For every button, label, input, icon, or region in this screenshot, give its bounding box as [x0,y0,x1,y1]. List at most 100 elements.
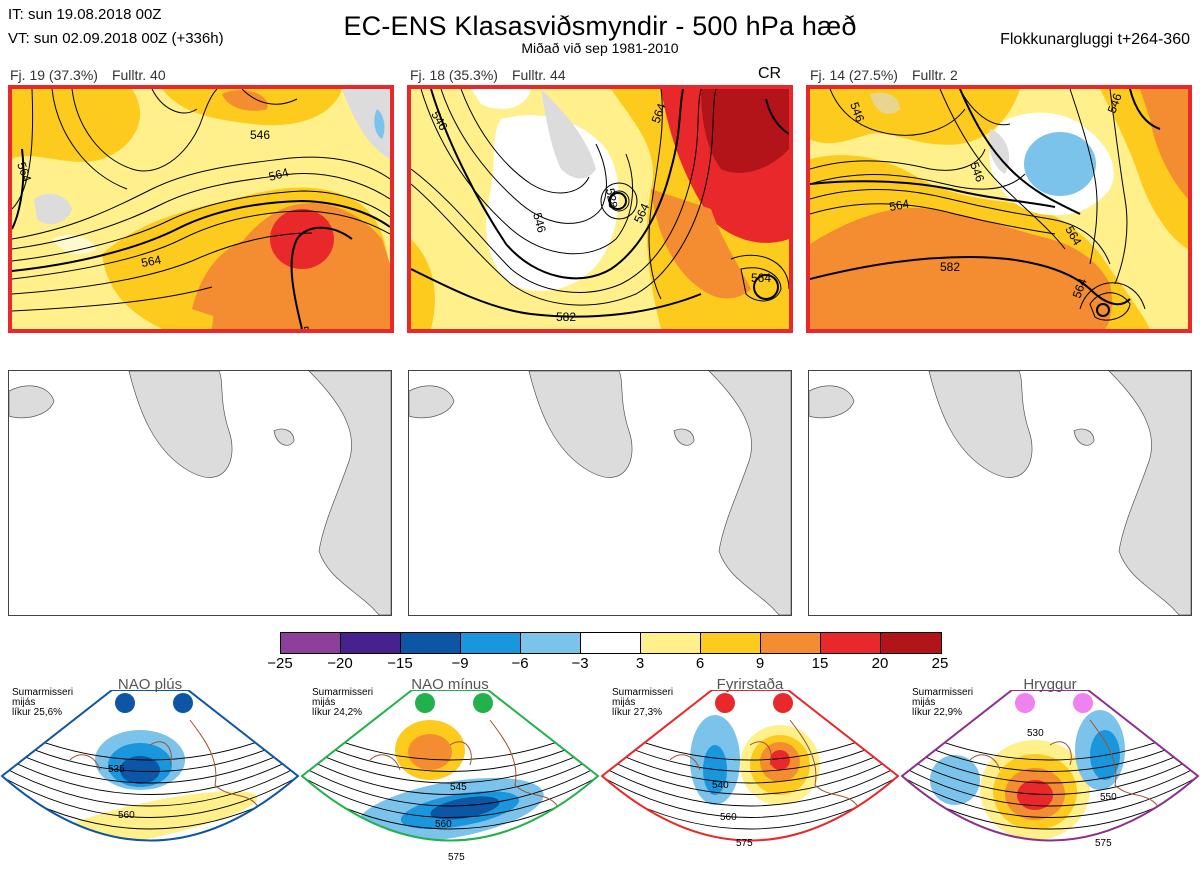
regime-mijas: mijás [12,697,36,708]
contour-label: 546 [250,128,270,142]
panel-2-members: Fulltr. 44 [511,67,566,83]
regime-map: 545 560 575 [300,690,600,863]
contour-label: 546 [1105,91,1125,115]
height-contour [2,759,298,807]
contour-label: 546 [967,160,987,184]
contour-label: 545 [450,782,467,793]
colorbar [280,632,942,654]
colorbar-tick-label: −20 [327,655,353,672]
anomaly-shading [408,734,452,770]
regime-border [300,690,600,842]
colorbar-swatch [821,633,881,653]
page-title: EC-ENS Klasasviðsmyndir - 500 hPa hæð [343,11,857,41]
colorbar-tick-label: 9 [755,655,765,672]
panel-1-label: Fj. 19 (37.3%) Fulltr. 40 [10,67,180,83]
contour-label: 560 [118,810,135,821]
anomaly-shading [770,750,790,770]
height-contour [902,749,1198,795]
colorbar-swatch [461,633,521,653]
contour-label: 564 [14,160,34,184]
panel-3-members: Fulltr. 2 [911,67,958,83]
colorbar-tick-label: 6 [695,655,705,672]
regime-likur: líkur 25,6% [12,707,63,718]
regime-marker-dot [1015,693,1035,713]
colorbar-tick-label: −9 [451,655,469,672]
panel-2-regime-flag: CR [758,65,782,82]
regime-season: Sumarmisseri [12,687,74,698]
height-contour [902,769,1198,818]
cluster-map-1: 546 564 564 564 58 [8,85,394,333]
colorbar-tick-label: 3 [635,655,645,672]
colorbar-swatch [701,633,761,653]
regime-marker-dot [415,693,435,713]
height-contour [302,769,598,818]
height-contour [2,769,298,818]
anomaly-shading [930,755,980,805]
colorbar-swatch [761,633,821,653]
panel-2-label: Fj. 18 (35.3%) Fulltr. 44 [410,67,580,83]
colorbar-labels: −25 −20 −15 −9 −6 −3 3 6 9 15 20 25 [267,655,948,675]
contour-label: 540 [712,780,729,791]
contour-label: 582 [940,260,960,274]
anomaly-shading [1017,780,1053,810]
regime-mijas: mijás [912,697,936,708]
contour-label: 582 [556,310,576,324]
regime-name: Hryggur [1023,676,1077,693]
regime-info: Sumarmisseri mijás líkur 27,3% [612,688,673,718]
height-contour [602,759,898,807]
height-contour [302,759,598,807]
regime-season: Sumarmisseri [612,687,674,698]
anomaly-shading [430,796,500,820]
regime-marker-dot [473,693,493,713]
empty-map-1 [8,370,392,616]
colorbar-tick-label: −15 [387,655,413,672]
colorbar-swatch [881,633,941,653]
regime-map: 540 560 575 [600,690,900,849]
height-contour [602,789,898,841]
regime-likur: líkur 22,9% [912,707,963,718]
regime-info: Sumarmisseri mijás líkur 25,6% [12,688,73,718]
contour-label: 564 [267,165,290,184]
contour-label: 546 [847,100,867,124]
height-contour [902,759,1198,807]
contour-label: 528 [603,187,620,209]
panel-3-cluster: Fj. 14 (27.5%) [810,67,898,83]
regime-border [0,690,300,842]
colorbar-tick-label: −6 [511,655,529,672]
height-contour [602,749,898,795]
panel-3-label: Fj. 14 (27.5%) Fulltr. 2 [810,67,972,83]
colorbar-tick-label: −3 [571,655,589,672]
contour-label: 575 [1095,838,1112,849]
contour-label: 564 [1070,276,1090,300]
regime-marker-dot [715,693,735,713]
colorbar-swatch [281,633,341,653]
height-contour [2,749,298,795]
contour-label: 535 [108,764,125,775]
contour-label: 560 [720,812,737,823]
height-contour [602,739,898,784]
regime-mijas: mijás [312,697,336,708]
page-subtitle: Miðað við sep 1981-2010 [521,40,679,56]
colorbar-tick-label: 20 [871,655,889,672]
regime-info: Sumarmisseri mijás líkur 24,2% [312,688,373,718]
contour-label: 564 [751,271,771,285]
contour-label: 575 [448,852,465,863]
height-contour [602,769,898,818]
contour-label: 550 [1100,792,1117,803]
valid-time: VT: sun 02.09.2018 00Z (+336h) [8,30,224,47]
height-contour [602,809,898,841]
regime-marker-dot [1073,693,1093,713]
contour-label: 564 [888,197,910,214]
contour-label: 546 [530,211,549,234]
colorbar-tick-label: 15 [811,655,829,672]
contour-label: 560 [435,819,452,830]
initial-time: IT: sun 19.08.2018 00Z [8,6,162,23]
colorbar-swatch [641,633,701,653]
regime-likur: líkur 27,3% [612,707,663,718]
regime-name: NAO mínus [411,676,489,693]
regime-likur: líkur 24,2% [312,707,363,718]
regime-marker-dot [773,693,793,713]
contour-label: 564 [649,101,669,125]
colorbar-tick-label: 25 [931,655,949,672]
regime-marker-dot [115,693,135,713]
